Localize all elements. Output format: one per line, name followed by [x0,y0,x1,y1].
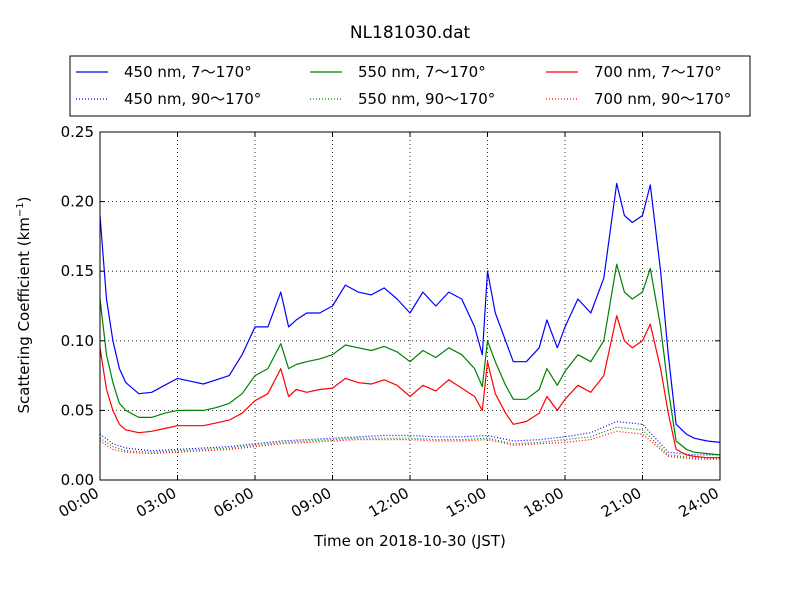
x-tick-label: 24:00 [676,484,722,521]
legend-label-5: 700 nm, 7～170° [594,63,722,81]
x-tick-label: 00:00 [56,484,102,521]
legend: 450 nm, 7～170° 450 nm, 90～170° 550 nm, 7～1… [69,55,751,117]
series-line-5 [99,315,720,459]
grid-layer [100,132,720,480]
series-line-6 [99,430,720,460]
tick-layer: 00:00 03:00 06:00 09:00 12:00 15:00 18:00 21:00… [56,123,722,521]
series-layer [99,182,721,460]
y-axis-label-close: ) [15,196,33,202]
legend-label-4: 550 nm, 90～170° [358,90,495,108]
y-tick-label: 0.05 [61,401,94,419]
y-tick-label: 0.10 [61,332,94,350]
x-tick-label: 21:00 [598,484,644,521]
y-tick-label: 0.25 [61,123,94,141]
legend-label-1: 450 nm, 7～170° [124,63,252,81]
legend-box [69,55,751,117]
legend-label-6: 700 nm, 90～170° [594,90,731,108]
x-tick-label: 03:00 [133,484,179,521]
legend-label-2: 450 nm, 90～170° [124,90,261,108]
series-line-4 [99,426,720,459]
x-axis-label: Time on 2018-10-30 (JST) [313,532,506,550]
series-line-3 [99,263,721,456]
x-tick-label: 06:00 [211,484,257,521]
legend-label-3: 550 nm, 7～170° [358,63,486,81]
y-axis-label-main: Scattering Coefficient (km [15,217,33,413]
series-line-1 [99,182,721,443]
y-tick-label: 0.15 [61,262,94,280]
x-tick-label: 12:00 [366,484,412,521]
x-tick-label: 15:00 [443,484,489,521]
y-axis-label: Scattering Coefficient (km−1) [15,196,33,413]
y-axis-label-sup: −1 [15,202,26,217]
x-tick-label: 18:00 [521,484,567,521]
y-tick-label: 0.00 [61,471,94,489]
x-tick-label: 09:00 [288,484,334,521]
chart-title: NL181030.dat [350,23,471,43]
y-tick-label: 0.20 [61,193,94,211]
